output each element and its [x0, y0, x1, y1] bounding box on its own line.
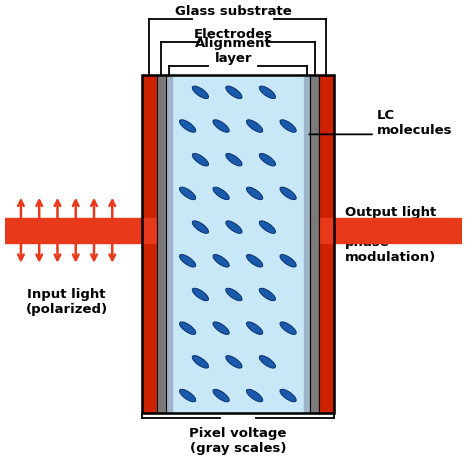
Ellipse shape — [259, 356, 275, 368]
Ellipse shape — [246, 187, 263, 200]
Ellipse shape — [246, 389, 263, 402]
Text: LC
molecules: LC molecules — [377, 109, 453, 137]
Ellipse shape — [213, 120, 229, 132]
Bar — [166, 75, 172, 413]
Text: Input light
(polarized): Input light (polarized) — [26, 288, 108, 317]
Ellipse shape — [179, 322, 196, 334]
Ellipse shape — [280, 187, 296, 200]
Ellipse shape — [213, 389, 229, 402]
Ellipse shape — [259, 86, 275, 99]
Ellipse shape — [280, 120, 296, 132]
Ellipse shape — [259, 153, 275, 166]
Ellipse shape — [213, 255, 229, 267]
Text: Glass substrate: Glass substrate — [175, 5, 292, 18]
Ellipse shape — [192, 288, 209, 301]
Ellipse shape — [179, 255, 196, 267]
Ellipse shape — [259, 221, 275, 233]
Ellipse shape — [226, 288, 242, 301]
Ellipse shape — [226, 221, 242, 233]
Ellipse shape — [226, 153, 242, 166]
Ellipse shape — [179, 389, 196, 402]
Bar — [142, 75, 157, 413]
Bar — [310, 75, 319, 413]
Bar — [304, 75, 310, 413]
Bar — [319, 218, 462, 243]
Bar — [319, 75, 334, 413]
Ellipse shape — [192, 356, 209, 368]
Ellipse shape — [226, 86, 242, 99]
Ellipse shape — [280, 322, 296, 334]
Ellipse shape — [192, 221, 209, 233]
Bar — [172, 75, 304, 413]
Bar — [157, 75, 166, 413]
Ellipse shape — [246, 120, 263, 132]
Ellipse shape — [213, 187, 229, 200]
Ellipse shape — [246, 255, 263, 267]
Ellipse shape — [179, 187, 196, 200]
Ellipse shape — [246, 322, 263, 334]
Ellipse shape — [280, 389, 296, 402]
Ellipse shape — [280, 255, 296, 267]
Text: Alignment
layer: Alignment layer — [195, 37, 272, 65]
Ellipse shape — [192, 153, 209, 166]
Ellipse shape — [192, 86, 209, 99]
Text: Output light
(amplitude or
phase
modulation): Output light (amplitude or phase modulat… — [345, 206, 447, 264]
Text: Pixel voltage
(gray scales): Pixel voltage (gray scales) — [189, 426, 287, 455]
Ellipse shape — [259, 288, 275, 301]
Bar — [142, 75, 334, 413]
Ellipse shape — [226, 356, 242, 368]
Bar — [5, 218, 157, 243]
Text: Electrodes: Electrodes — [194, 28, 273, 41]
Ellipse shape — [213, 322, 229, 334]
Ellipse shape — [179, 120, 196, 132]
